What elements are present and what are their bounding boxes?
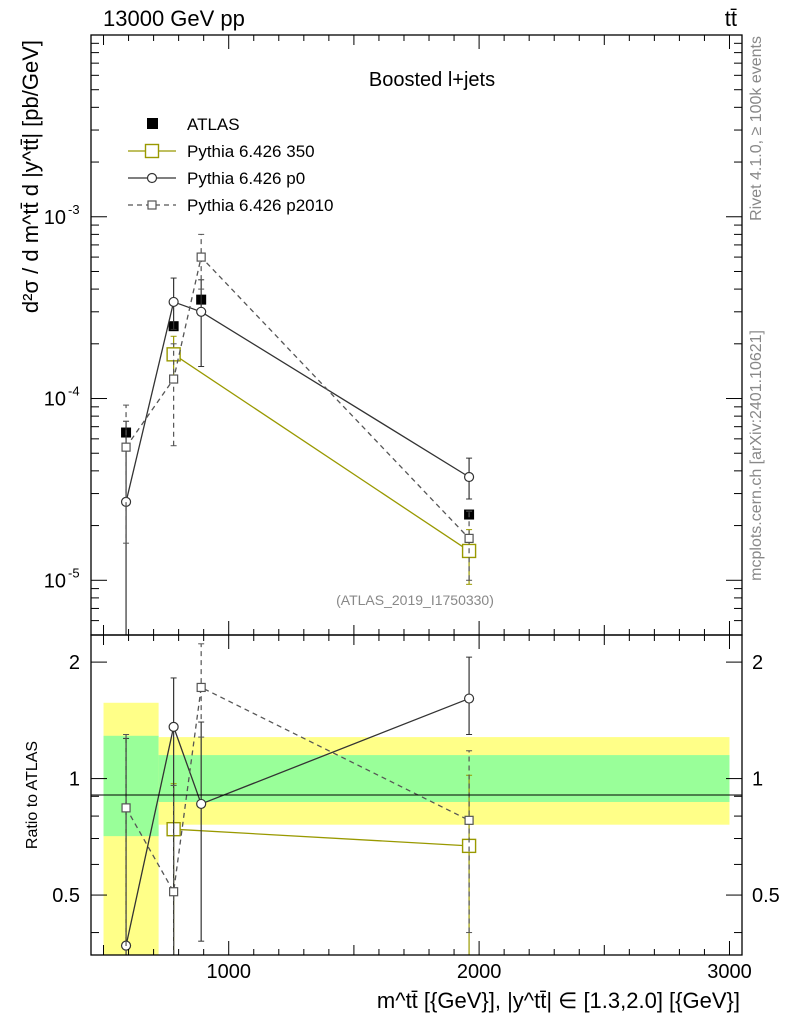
legend-item: Pythia 6.426 350 <box>128 142 315 161</box>
y-tick-label: 10 <box>44 207 66 229</box>
ratio-tick-label-right: 1 <box>752 769 763 791</box>
series-layer <box>120 233 477 956</box>
series-pythia-6-426-350 <box>166 335 477 956</box>
legend-item: Pythia 6.426 p2010 <box>128 196 334 215</box>
ratio-line <box>125 697 470 946</box>
ratio-tick-label-right: 0.5 <box>752 885 780 907</box>
y-tick-label: 10 <box>44 389 66 411</box>
ratio-tick-label-right: 2 <box>752 652 763 674</box>
ratio-band-green <box>103 735 159 837</box>
mcplots-label: mcplots.cern.ch [arXiv:2401.10621] <box>748 330 765 581</box>
marker-circle <box>168 721 179 733</box>
marker-small-square <box>121 803 131 813</box>
marker-circle <box>196 306 207 317</box>
marker-circle <box>463 693 475 704</box>
marker-circle <box>146 172 158 184</box>
marker-small-square <box>464 533 474 543</box>
ratio-line <box>173 828 470 847</box>
series-line <box>125 301 470 503</box>
analysis-watermark: (ATLAS_2019_I1750330) <box>336 592 494 608</box>
marker-small-square <box>196 252 206 262</box>
marker-small-square <box>147 200 157 210</box>
marker-small-square <box>121 442 131 452</box>
ratio-band-green <box>158 755 730 802</box>
header-left: 13000 GeV pp <box>103 6 245 31</box>
marker-small-square <box>464 815 474 825</box>
marker-circle <box>168 296 179 308</box>
y-tick-exponent: -4 <box>68 384 80 399</box>
ratio-tick-label: 0.5 <box>52 885 80 907</box>
legend-item: ATLAS <box>147 115 240 134</box>
legend-label: ATLAS <box>187 115 240 134</box>
ratio-tick-label: 1 <box>69 769 80 791</box>
x-tick-label: 1000 <box>206 961 251 983</box>
y-tick-label: 10 <box>44 570 66 592</box>
y-tick-exponent: -5 <box>68 565 80 580</box>
legend-label: Pythia 6.426 p2010 <box>187 196 334 215</box>
x-tick-label: 2000 <box>457 961 502 983</box>
ratio-line <box>125 686 470 894</box>
y-tick-exponent: -3 <box>68 202 80 217</box>
x-axis-label: m^tt̄ [{GeV}], |y^tt̄| ∈ [1.3,2.0] [{GeV… <box>377 988 740 1013</box>
ratio-axis-label: Ratio to ATLAS <box>24 741 41 849</box>
x-tick-label: 3000 <box>707 961 752 983</box>
marker-small-square <box>169 374 179 384</box>
series-line <box>173 353 470 552</box>
marker-circle <box>196 798 207 810</box>
marker-small-square <box>196 682 206 693</box>
legend-data-marker <box>147 118 158 129</box>
series-pythia-6-426-p2010 <box>121 233 474 956</box>
rivet-label: Rivet 4.1.0, ≥ 100k events <box>748 36 765 221</box>
plot-title: Boosted l+jets <box>369 69 495 91</box>
ratio-tick-label: 2 <box>69 652 80 674</box>
y-axis-label: d²σ / d m^tt̄ d |y^tt̄| [pb/GeV] <box>18 40 43 313</box>
ratio-bands <box>103 702 730 955</box>
legend-label: Pythia 6.426 350 <box>187 142 315 161</box>
marker-circle <box>463 471 475 483</box>
legend: ATLAS Pythia 6.426 350 Pythia 6.426 p0 Pyth… <box>128 115 334 215</box>
marker-small-square <box>169 887 179 897</box>
header-right: tt̄ <box>725 6 737 31</box>
marker-square <box>144 143 160 159</box>
legend-item: Pythia 6.426 p0 <box>128 169 305 188</box>
series-line <box>125 255 470 539</box>
legend-label: Pythia 6.426 p0 <box>187 169 305 188</box>
